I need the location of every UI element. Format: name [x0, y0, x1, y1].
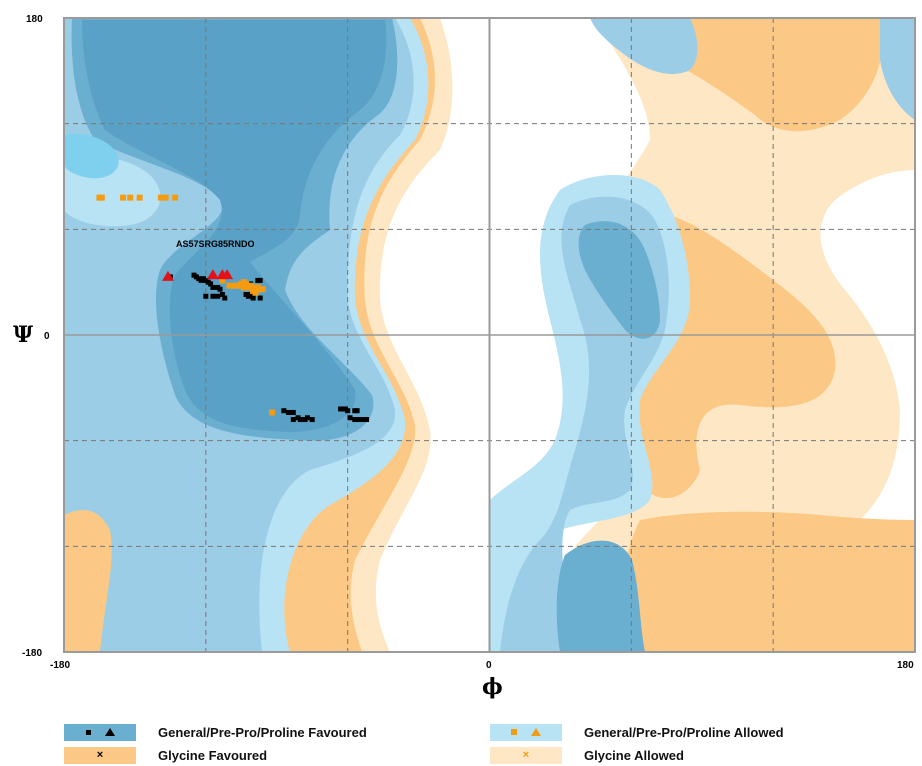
favoured-point	[286, 409, 292, 415]
general-deep-region	[82, 20, 387, 432]
favoured-point	[290, 417, 296, 423]
data-points	[96, 194, 370, 423]
x-axis-label: ϕ	[482, 674, 503, 700]
legend-item-general-favoured: General/Pre-Pro/Proline Favoured	[64, 722, 367, 742]
series-1	[96, 194, 276, 416]
legend-label-general-allowed: General/Pre-Pro/Proline Allowed	[584, 724, 784, 740]
outlier-point	[221, 269, 234, 280]
y-tick-bottom: -180	[22, 648, 42, 659]
allowed-point	[250, 284, 257, 291]
plot-frame	[63, 17, 916, 653]
allowed-point	[157, 194, 164, 201]
favoured-point	[356, 417, 362, 423]
general-favoured-pocket	[64, 133, 119, 179]
cross-marker-icon: ×	[522, 748, 530, 761]
favoured-point	[290, 409, 296, 415]
favoured-point	[208, 281, 214, 287]
legend-swatch-general-favoured	[64, 723, 136, 741]
legend-label-glycine-favoured: Glycine Favoured	[158, 747, 268, 763]
triangle-marker-icon	[104, 728, 115, 736]
allowed-point	[136, 194, 143, 201]
allowed-point	[172, 194, 179, 201]
x-tick-left: -180	[50, 660, 70, 671]
favoured-point	[257, 277, 263, 283]
favoured-point	[338, 406, 344, 412]
favoured-point	[217, 286, 223, 292]
allowed-point	[245, 284, 252, 291]
favoured-point	[309, 417, 315, 423]
series-2	[162, 269, 234, 281]
cross-marker-icon: ×	[96, 748, 104, 761]
favoured-point	[345, 408, 351, 414]
allowed-point	[250, 287, 257, 294]
legend-swatch-glycine-favoured: ×	[64, 746, 136, 764]
allowed-point	[269, 409, 276, 416]
glycine-favoured-region-right	[650, 18, 883, 132]
outlier-point	[206, 269, 219, 280]
allowed-point	[259, 286, 266, 293]
favoured-point	[281, 408, 287, 414]
general-allowed-right-edge	[880, 18, 915, 120]
legend-swatch-general-allowed	[490, 723, 562, 741]
triangle-marker-icon	[531, 728, 541, 736]
favoured-point	[257, 295, 263, 301]
favoured-point	[222, 295, 228, 301]
legend-item-general-allowed: General/Pre-Pro/Proline Allowed	[490, 722, 784, 742]
favoured-point	[203, 293, 209, 299]
favoured-point	[354, 408, 360, 414]
general-core-region-right	[578, 221, 660, 339]
square-marker-icon	[85, 729, 91, 735]
favoured-point	[347, 415, 353, 421]
favoured-point	[248, 291, 254, 297]
general-bottom-lobe	[64, 465, 250, 652]
allowed-point	[240, 279, 247, 286]
favoured-point	[304, 415, 310, 421]
general-deep-region-right-bottom	[556, 540, 645, 652]
legend-item-glycine-allowed: × Glycine Allowed	[490, 745, 684, 765]
favoured-point	[215, 293, 221, 299]
ramachandran-plot: AS57SRG85RNDO 180 0 -180 -180 0 180 Ψ ϕ	[13, 14, 916, 700]
allowed-point	[231, 282, 238, 289]
favoured-point	[210, 284, 216, 290]
favoured-point	[210, 293, 216, 299]
favoured-point	[352, 417, 358, 423]
favoured-point	[219, 291, 225, 297]
legend-label-general-favoured: General/Pre-Pro/Proline Favoured	[158, 724, 367, 740]
legend: General/Pre-Pro/Proline Favoured General…	[0, 712, 922, 766]
allowed-point	[240, 284, 247, 291]
allowed-point	[127, 194, 134, 201]
general-allowed-top-right	[590, 18, 698, 75]
y-axis-label: Ψ	[13, 322, 33, 348]
x-tick-middle: 0	[486, 660, 492, 671]
y-tick-top: 180	[26, 14, 43, 25]
square-marker-icon	[511, 729, 517, 735]
allowed-point	[226, 282, 233, 289]
legend-item-glycine-favoured: × Glycine Favoured	[64, 745, 267, 765]
allowed-point	[254, 284, 261, 291]
glycine-favoured-region-right-bottom	[623, 511, 915, 652]
favoured-point	[196, 276, 202, 282]
favoured-point	[364, 417, 370, 423]
favoured-point	[295, 415, 301, 421]
glycine-bottom-left	[64, 510, 112, 652]
allowed-point	[219, 277, 226, 284]
allowed-point	[162, 194, 169, 201]
y-tick-middle: 0	[44, 331, 50, 342]
residue-label: AS57SRG85RNDO	[176, 239, 255, 249]
allowed-point	[98, 194, 105, 201]
legend-label-glycine-allowed: Glycine Allowed	[584, 747, 684, 763]
allowed-point	[120, 194, 127, 201]
outlier-point	[162, 270, 175, 281]
x-tick-right: 180	[897, 660, 914, 671]
legend-swatch-glycine-allowed: ×	[490, 746, 562, 764]
